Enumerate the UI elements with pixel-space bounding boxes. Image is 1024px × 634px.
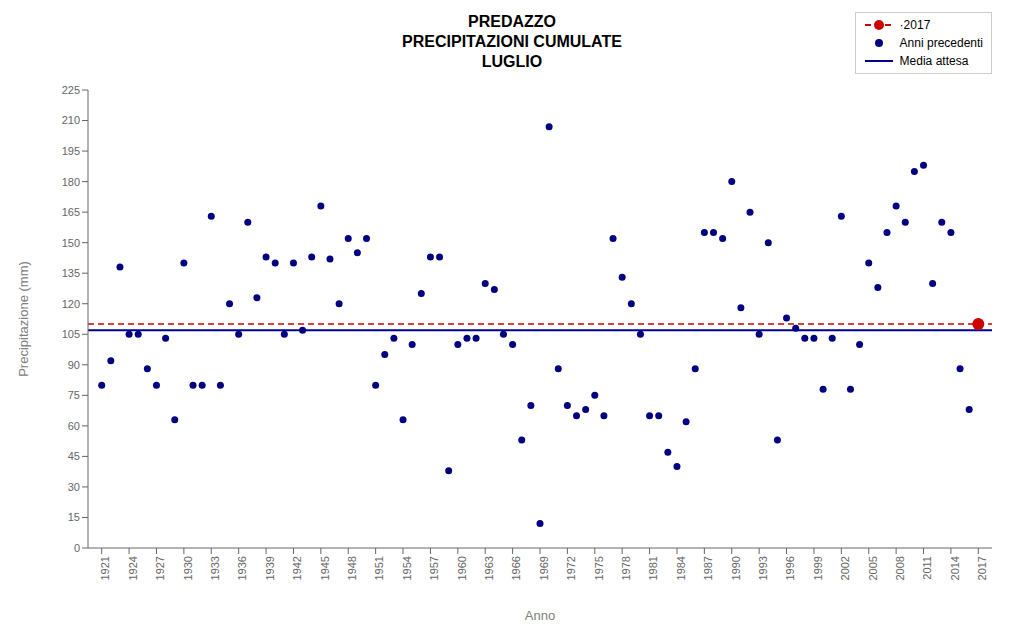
html-text:Anni precedenti: Anni precedenti (899, 36, 983, 50)
svg-text:1960: 1960 (456, 556, 468, 580)
svg-text:135: 135 (62, 267, 80, 279)
svg-text:1957: 1957 (428, 556, 440, 580)
html-text:PREDAZZO PRECIPITAZIONI CUMULA: PREDAZZO PRECIPITAZIONI CUMULATE LUGLIO (402, 13, 622, 70)
svg-text:15: 15 (68, 511, 80, 523)
svg-text:1987: 1987 (702, 556, 714, 580)
svg-text:1921: 1921 (100, 556, 112, 580)
html-text:Media attesa: Media attesa (899, 54, 969, 68)
html-text:·2017: ·2017 (899, 18, 931, 32)
svg-text:1975: 1975 (593, 556, 605, 580)
svg-text:0: 0 (74, 542, 80, 554)
svg-text:1963: 1963 (483, 556, 495, 580)
svg-text:1933: 1933 (209, 556, 221, 580)
svg-text:210: 210 (62, 114, 80, 126)
svg-text:1972: 1972 (565, 556, 577, 580)
svg-text:1981: 1981 (647, 556, 659, 580)
svg-text:180: 180 (62, 176, 80, 188)
svg-text:1936: 1936 (236, 556, 248, 580)
svg-text:1999: 1999 (812, 556, 824, 580)
svg-text:2008: 2008 (894, 556, 906, 580)
svg-text:2014: 2014 (949, 556, 961, 580)
svg-text:1951: 1951 (373, 556, 385, 580)
svg-text:1954: 1954 (401, 556, 413, 580)
svg-text:1978: 1978 (620, 556, 632, 580)
svg-text:1993: 1993 (757, 556, 769, 580)
svg-text:2002: 2002 (839, 556, 851, 580)
svg-text:150: 150 (62, 237, 80, 249)
svg-text:30: 30 (68, 481, 80, 493)
svg-text:225: 225 (62, 84, 80, 96)
svg-text:75: 75 (68, 389, 80, 401)
svg-text:1969: 1969 (538, 556, 550, 580)
svg-text:1966: 1966 (510, 556, 522, 580)
svg-text:1990: 1990 (730, 556, 742, 580)
svg-text:2011: 2011 (921, 556, 933, 580)
svg-text:165: 165 (62, 206, 80, 218)
svg-text:1948: 1948 (346, 556, 358, 580)
svg-text:Anno: Anno (525, 608, 555, 623)
svg-text:105: 105 (62, 328, 80, 340)
svg-text:90: 90 (68, 359, 80, 371)
svg-text:1924: 1924 (127, 556, 139, 580)
svg-text:120: 120 (62, 298, 80, 310)
svg-text:1927: 1927 (154, 556, 166, 580)
svg-text:60: 60 (68, 420, 80, 432)
svg-text:1945: 1945 (319, 556, 331, 580)
svg-text:1930: 1930 (182, 556, 194, 580)
svg-text:Precipitazione (mm): Precipitazione (mm) (16, 261, 31, 377)
svg-text:195: 195 (62, 145, 80, 157)
svg-text:1984: 1984 (675, 556, 687, 580)
svg-text:2017: 2017 (976, 556, 988, 580)
svg-text:45: 45 (68, 450, 80, 462)
svg-text:1996: 1996 (784, 556, 796, 580)
svg-text:1939: 1939 (264, 556, 276, 580)
svg-text:1942: 1942 (291, 556, 303, 580)
svg-text:2005: 2005 (867, 556, 879, 580)
